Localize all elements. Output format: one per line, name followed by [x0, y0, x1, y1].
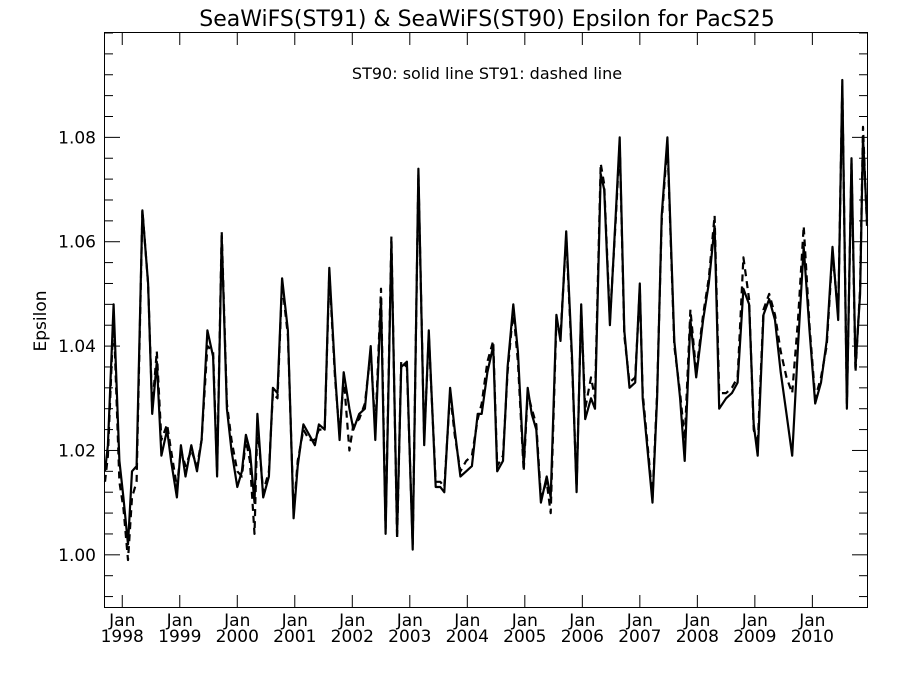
- x-tick-month: Jan: [396, 611, 423, 631]
- x-tick-month: Jan: [741, 611, 768, 631]
- x-tick-year: 2000: [216, 627, 259, 647]
- series-style-note: ST90: solid line ST91: dashed line: [352, 64, 622, 83]
- x-tick-year: 2005: [503, 627, 546, 647]
- y-tick-label: 1.08: [58, 128, 96, 148]
- y-axis-label: Epsilon: [31, 290, 51, 351]
- x-tick-month: Jan: [281, 611, 308, 631]
- x-tick-year: 2004: [446, 627, 489, 647]
- x-tick-month: Jan: [798, 611, 825, 631]
- x-tick-month: Jan: [108, 611, 135, 631]
- series-st91-line: [103, 84, 869, 562]
- chart-title: SeaWiFS(ST91) & SeaWiFS(ST90) Epsilon fo…: [199, 7, 774, 32]
- plot-frame: [104, 32, 868, 608]
- x-tick-month: Jan: [568, 611, 595, 631]
- x-tick-month: Jan: [338, 611, 365, 631]
- x-tick-month: Jan: [511, 611, 538, 631]
- x-tick-month: Jan: [223, 611, 250, 631]
- x-tick-year: 2010: [791, 627, 834, 647]
- x-tick-year: 2008: [676, 627, 719, 647]
- y-tick-label: 1.00: [58, 546, 96, 566]
- x-tick-year: 2002: [331, 627, 374, 647]
- series-st90-line: [103, 78, 869, 551]
- x-tick-month: Jan: [166, 611, 193, 631]
- x-tick-year: 2003: [388, 627, 431, 647]
- x-tick-year: 2006: [561, 627, 604, 647]
- x-tick-year: 2009: [733, 627, 776, 647]
- x-tick-year: 2007: [618, 627, 661, 647]
- x-tick-month: Jan: [453, 611, 480, 631]
- y-tick-label: 1.02: [58, 441, 96, 461]
- y-tick-label: 1.04: [58, 337, 96, 357]
- x-tick-month: Jan: [683, 611, 710, 631]
- x-tick-year: 2001: [273, 627, 316, 647]
- x-tick-month: Jan: [626, 611, 653, 631]
- y-tick-label: 1.06: [58, 233, 96, 253]
- x-tick-year: 1999: [158, 627, 201, 647]
- x-tick-year: 1998: [101, 627, 144, 647]
